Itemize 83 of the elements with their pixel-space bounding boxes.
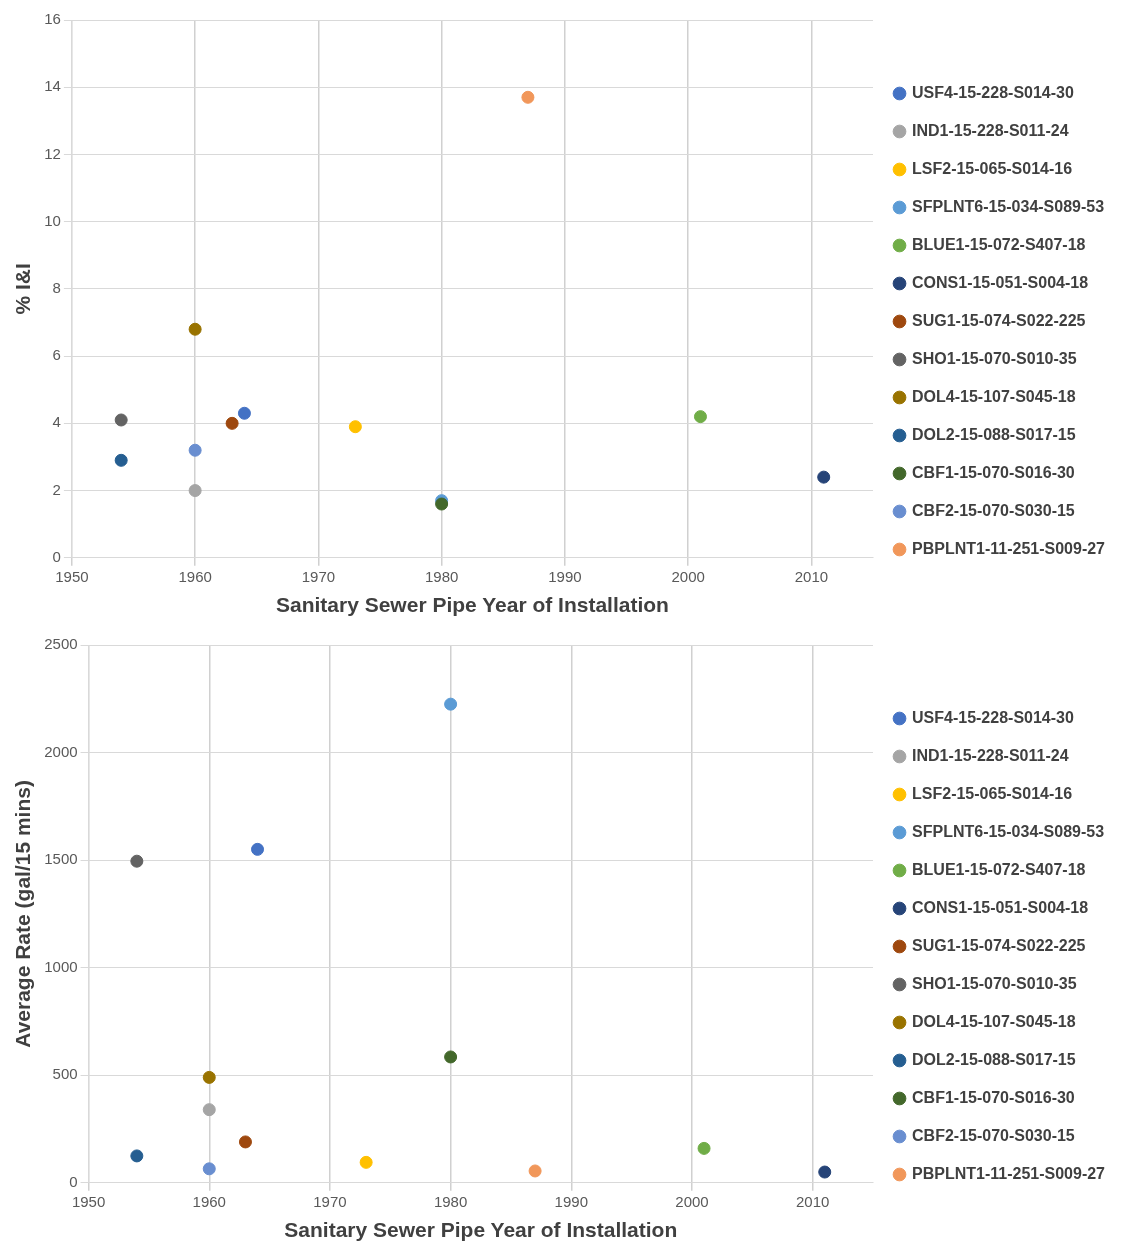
x-tick-label: 1970 [301, 567, 336, 585]
legend-label: SUG1-15-074-S022-225 [912, 936, 1086, 954]
legend-label: DOL2-15-088-S017-15 [912, 1050, 1076, 1068]
y-tick-label: 0 [69, 1172, 78, 1190]
point [114, 453, 128, 467]
x-tick-label: 2000 [671, 567, 705, 585]
y-tick-label: 6 [52, 346, 61, 364]
point [818, 1165, 832, 1179]
point [693, 410, 707, 424]
legend-label: SHO1-15-070-S010-35 [912, 974, 1077, 992]
point [188, 443, 202, 457]
legend-label: PBPLNT1-11-251-S009-27 [912, 539, 1106, 557]
point [521, 90, 535, 104]
point [202, 1070, 216, 1084]
x-tick-label: 2010 [795, 1192, 830, 1210]
legend-label: CBF1-15-070-S016-30 [912, 1088, 1075, 1106]
y-tick-label: 12 [44, 144, 61, 162]
point [202, 1103, 216, 1117]
y-tick-label: 4 [52, 413, 61, 431]
x-tick-label: 1960 [178, 567, 212, 585]
point [359, 1155, 373, 1169]
legend-label: USF4-15-228-S014-30 [912, 708, 1074, 726]
y-tick-label: 500 [52, 1065, 78, 1083]
legend-label: BLUE1-15-072-S407-18 [912, 235, 1086, 253]
x-tick-label: 1980 [424, 567, 459, 585]
point [202, 1162, 216, 1176]
x-tick-label: 1980 [433, 1192, 468, 1210]
x-tick-label: 1990 [554, 1192, 588, 1210]
legend-label: USF4-15-228-S014-30 [912, 83, 1074, 101]
legend-label: PBPLNT1-11-251-S009-27 [912, 1164, 1106, 1182]
legend-label: CBF2-15-070-S030-15 [912, 1126, 1075, 1144]
x-tick-label: 1970 [313, 1192, 347, 1210]
point [225, 416, 239, 430]
legend-label: CONS1-15-051-S004-18 [912, 273, 1089, 291]
x-tick-label: 1960 [192, 1192, 226, 1210]
y-tick-label: 2500 [44, 635, 78, 653]
point [251, 842, 265, 856]
legend-label: BLUE1-15-072-S407-18 [912, 860, 1086, 878]
x-tick-label: 2000 [675, 1192, 709, 1210]
legend-label: CONS1-15-051-S004-18 [912, 898, 1089, 916]
x-tick-label: 2010 [794, 567, 829, 585]
point [130, 1149, 144, 1163]
y-tick-label: 16 [44, 10, 61, 28]
legend-label: IND1-15-228-S011-24 [912, 746, 1069, 764]
x-tick-label: 1950 [71, 1192, 106, 1210]
legend-label: IND1-15-228-S011-24 [912, 121, 1069, 139]
legend-label: DOL4-15-107-S045-18 [912, 387, 1076, 405]
legend-label: SFPLNT6-15-034-S089-53 [912, 822, 1105, 840]
y-tick-label: 2 [52, 480, 61, 498]
y-tick-label: 0 [52, 547, 61, 565]
point [114, 413, 128, 427]
legend-label: LSF2-15-065-S014-16 [912, 784, 1073, 802]
legend-label: CBF2-15-070-S030-15 [912, 501, 1075, 519]
point [188, 484, 202, 498]
legend-label: SUG1-15-074-S022-225 [912, 311, 1086, 329]
point [697, 1141, 711, 1155]
point [444, 1050, 458, 1064]
y-tick-label: 10 [44, 211, 61, 229]
y-tick-label: 8 [52, 279, 61, 297]
y-axis-title: % I&I [11, 263, 35, 315]
y-tick-label: 14 [44, 77, 61, 95]
legend-label: SFPLNT6-15-034-S089-53 [912, 197, 1105, 215]
point [188, 322, 202, 336]
y-tick-label: 1000 [44, 957, 78, 975]
legend-label: LSF2-15-065-S014-16 [912, 159, 1073, 177]
point [130, 854, 144, 868]
y-tick-label: 1500 [44, 850, 78, 868]
point [444, 697, 458, 711]
legend-label: SHO1-15-070-S010-35 [912, 349, 1077, 367]
legend-label: DOL2-15-088-S017-15 [912, 425, 1076, 443]
x-axis-title: Sanitary Sewer Pipe Year of Installation [275, 593, 669, 617]
x-axis-title: Sanitary Sewer Pipe Year of Installation [284, 1218, 678, 1242]
x-tick-label: 1990 [548, 567, 582, 585]
legend-label: CBF1-15-070-S016-30 [912, 463, 1075, 481]
y-axis-title: Average Rate (gal/15 mins) [11, 780, 35, 1048]
point [528, 1164, 542, 1178]
legend-label: DOL4-15-107-S045-18 [912, 1012, 1076, 1030]
x-tick-label: 1950 [55, 567, 89, 585]
point [348, 420, 362, 434]
y-tick-label: 2000 [44, 742, 78, 760]
point [238, 1135, 252, 1149]
point [817, 470, 831, 484]
point [237, 406, 251, 420]
